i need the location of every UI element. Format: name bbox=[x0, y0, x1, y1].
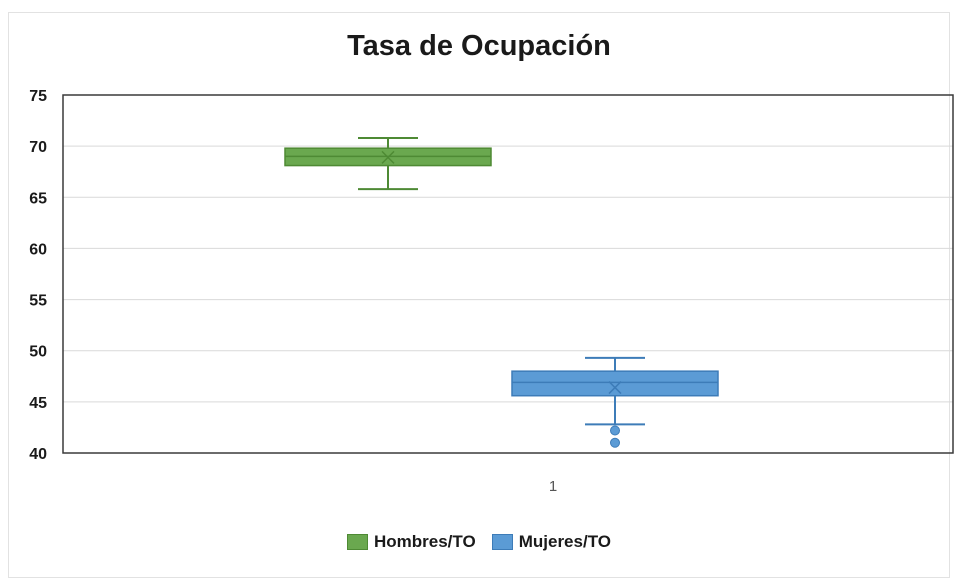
mean-marker-b-mujeres bbox=[608, 381, 622, 395]
x-category-label-0: 1 bbox=[549, 478, 557, 495]
box-series bbox=[284, 136, 719, 448]
y-tick-label-75: 75 bbox=[29, 88, 47, 105]
y-tick-label-60: 60 bbox=[29, 241, 47, 258]
legend: Hombres/TO Mujeres/TO bbox=[0, 532, 958, 552]
legend-swatch-hombres bbox=[347, 534, 368, 550]
legend-item-hombres: Hombres/TO bbox=[347, 532, 476, 552]
plot-area-border bbox=[62, 94, 954, 454]
y-tick-label-50: 50 bbox=[29, 344, 47, 361]
y-tick-label-70: 70 bbox=[29, 139, 47, 156]
outlier-mujeres-0 bbox=[610, 425, 620, 436]
chart-title: Tasa de Ocupación bbox=[347, 30, 611, 62]
mean-marker-b-hombres bbox=[381, 150, 395, 164]
box-hombres bbox=[284, 136, 492, 191]
y-axis-ticks: 40 45 50 55 60 65 70 75 bbox=[29, 88, 47, 463]
legend-swatch-mujeres bbox=[491, 534, 513, 550]
legend-label-mujeres: Mujeres/TO bbox=[518, 532, 611, 551]
y-tick-label-40: 40 bbox=[29, 446, 47, 463]
y-tick-label-45: 45 bbox=[29, 395, 47, 412]
y-tick-label-65: 65 bbox=[29, 190, 47, 207]
chart-frame bbox=[8, 12, 950, 578]
outlier-mujeres-1 bbox=[610, 437, 620, 448]
box-iqr-mujeres bbox=[511, 370, 719, 397]
legend-item-mujeres: Mujeres/TO bbox=[491, 532, 611, 552]
x-axis-categories: 1 bbox=[549, 478, 557, 495]
legend-label-hombres: Hombres/TO bbox=[374, 532, 476, 551]
y-tick-label-55: 55 bbox=[29, 293, 47, 310]
box-mujeres bbox=[511, 356, 719, 448]
gridlines bbox=[63, 94, 953, 454]
